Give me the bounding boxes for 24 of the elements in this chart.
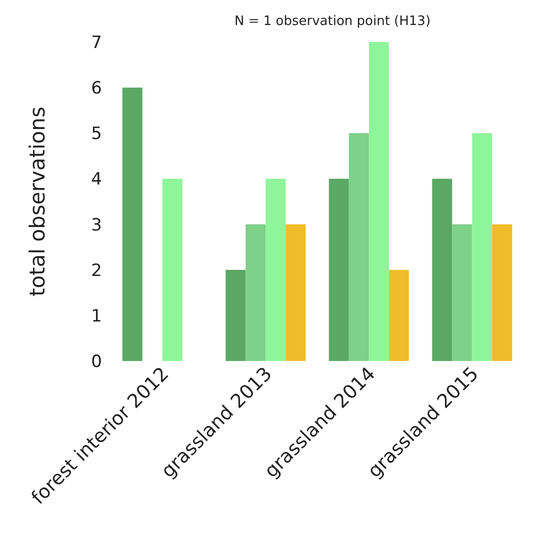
y-tick-label: 1 (91, 306, 102, 326)
bar (388, 270, 409, 361)
y-tick-label: 5 (91, 124, 102, 144)
bar (492, 224, 512, 361)
bar (348, 133, 369, 361)
bar (286, 224, 306, 361)
y-tick-label: 2 (91, 260, 102, 281)
bar (328, 178, 349, 361)
y-axis-title: total observations (25, 106, 50, 296)
chart-title: N = 1 observation point (H13) (233, 14, 432, 29)
bar (122, 88, 142, 361)
bar (226, 270, 246, 361)
bar (432, 178, 452, 361)
bar (266, 178, 286, 361)
y-tick-label: 0 (91, 352, 102, 372)
bar (368, 42, 389, 361)
y-tick-label: 7 (91, 33, 102, 54)
bar (452, 224, 472, 361)
bar (162, 178, 182, 361)
y-tick-label: 4 (91, 170, 102, 190)
bar (246, 224, 266, 361)
y-tick-label: 3 (91, 215, 102, 236)
bar (472, 133, 492, 361)
y-tick-label: 6 (91, 78, 102, 99)
